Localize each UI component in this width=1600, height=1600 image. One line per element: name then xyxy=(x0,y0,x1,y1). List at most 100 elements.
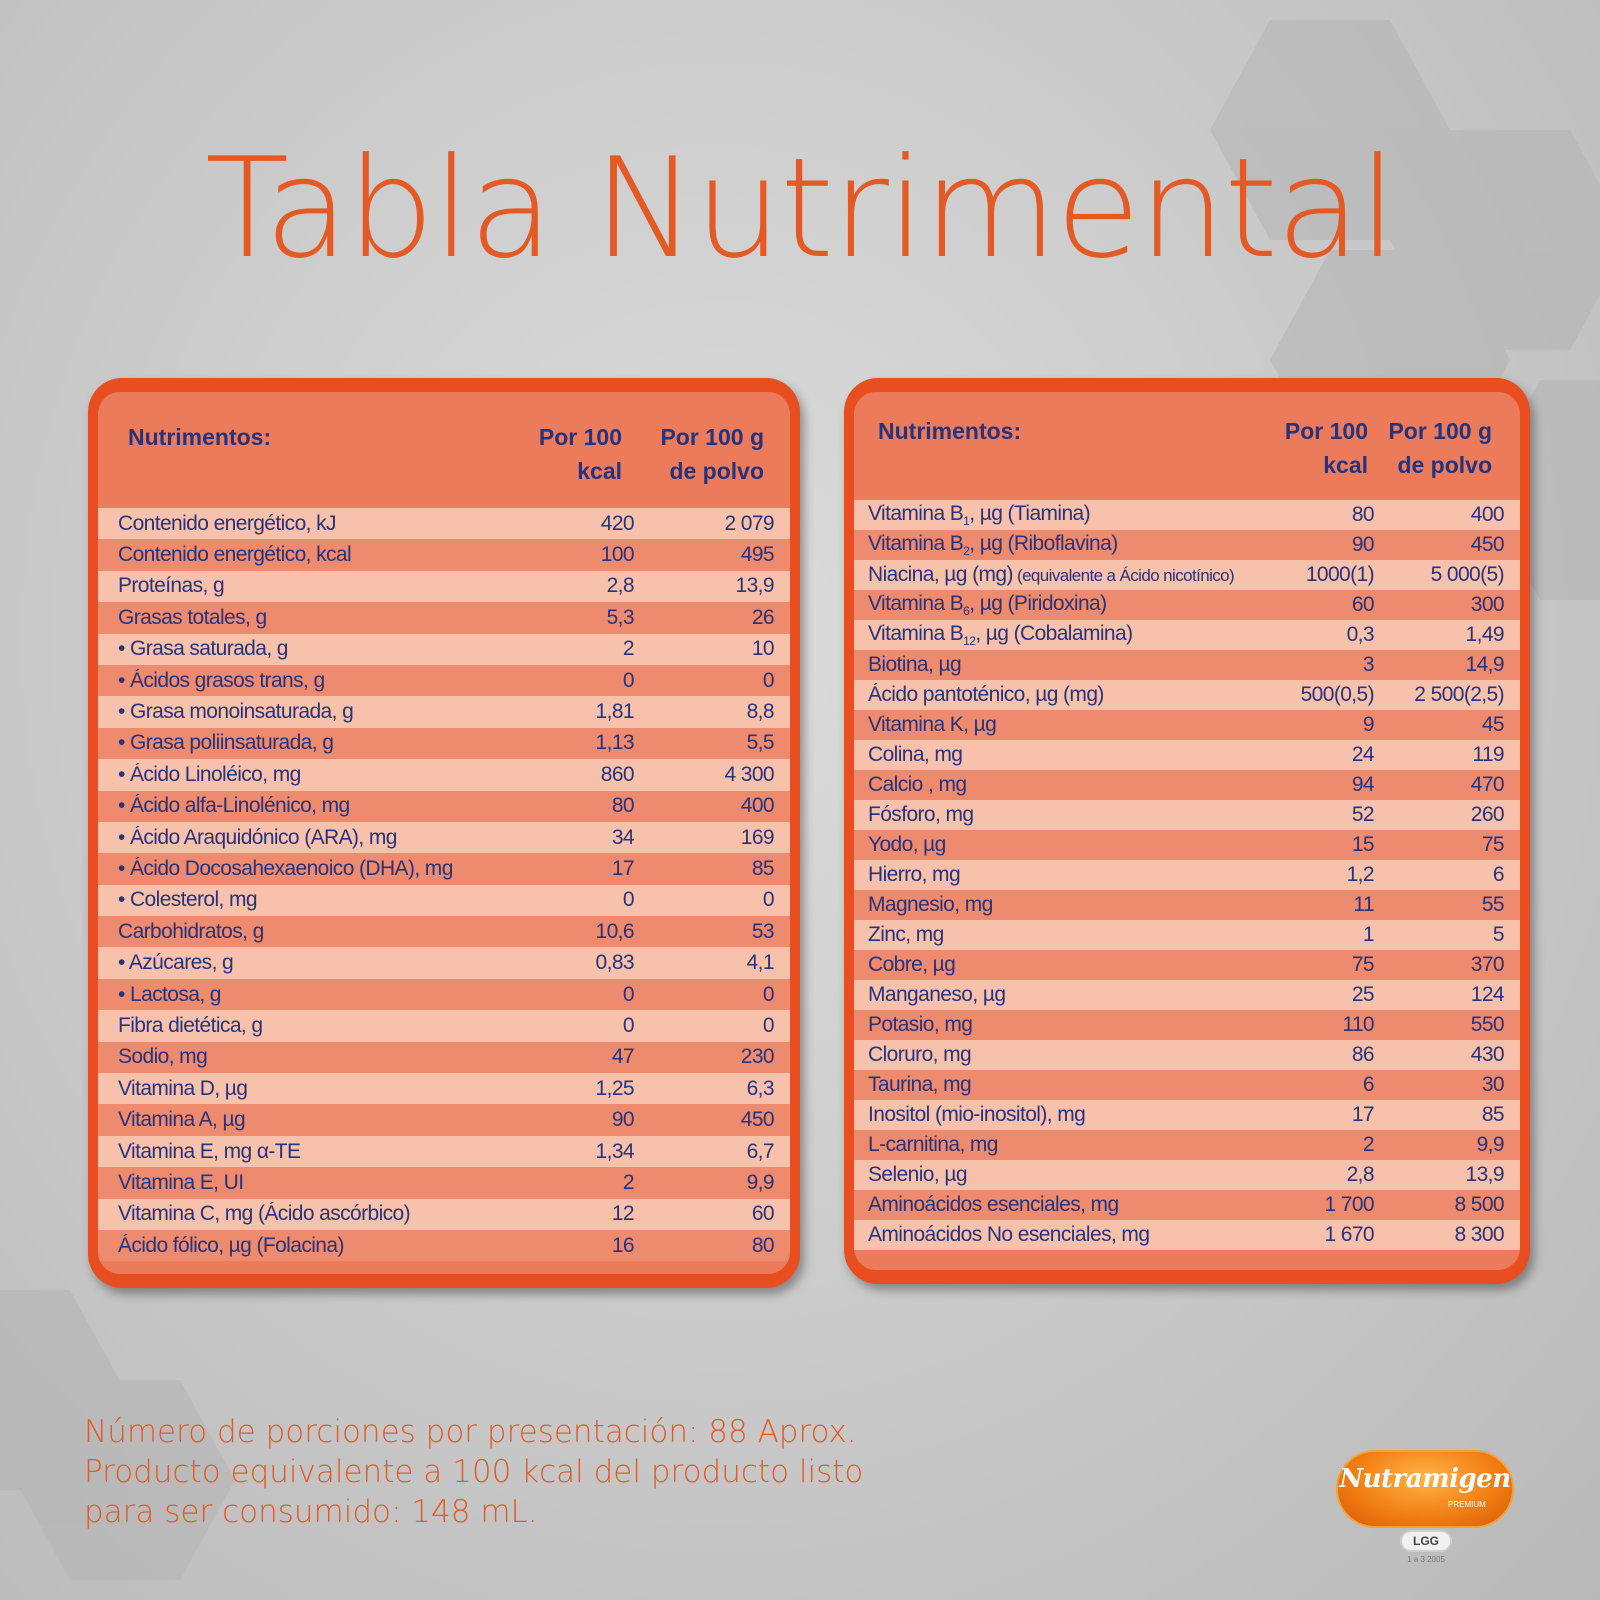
row-label-suffix: , µg (Tiamina) xyxy=(969,501,1091,525)
value-per-100kcal: 0 xyxy=(622,668,635,692)
value-per-100g: 13,9 xyxy=(735,574,775,598)
table-row: Inositol (mio-inositol), mg 17 85 xyxy=(854,1100,1520,1130)
header-per-100g-2: de polvo xyxy=(669,458,764,484)
value-per-100kcal: 24 xyxy=(1351,743,1375,766)
value-per-100kcal: 0 xyxy=(622,1013,635,1037)
table-row: Aminoácidos No esenciales, mg 1 670 8 300 xyxy=(854,1220,1520,1250)
row-label: Selenio, µg xyxy=(868,1163,1264,1187)
value-per-100g: 9,9 xyxy=(746,1170,775,1194)
nutrition-table-right: Nutrimentos: Por 100 kcal Por 100 g de p… xyxy=(844,378,1530,1284)
page-title: Tabla Nutrimental xyxy=(204,128,1397,289)
row-label: Contenido energético, kJ xyxy=(118,512,544,536)
row-label: Grasas totales, g xyxy=(118,606,544,630)
value-per-100g: 6,7 xyxy=(746,1139,775,1163)
value-per-100g: 400 xyxy=(1470,503,1505,526)
row-label-subscript: 6 xyxy=(963,604,970,619)
row-label: Carbohidratos, g xyxy=(118,920,544,944)
value-per-100g: 450 xyxy=(1470,533,1505,556)
value-per-100g: 14,9 xyxy=(1465,653,1505,676)
table-row: • Ácido Docosahexaenoico (DHA), mg 17 85 xyxy=(98,853,790,885)
logo-brand-text: Nutramigen xyxy=(1339,1464,1511,1494)
table-row: Hierro, mg 1,2 6 xyxy=(854,860,1520,890)
logo-small-print: 1 a 3 2005 xyxy=(1407,1555,1445,1564)
value-per-100g: 550 xyxy=(1470,1013,1505,1036)
header-nutrient: Nutrimentos: xyxy=(878,418,1022,444)
value-per-100kcal: 25 xyxy=(1351,983,1375,1006)
value-per-100g: 8 500 xyxy=(1454,1193,1504,1216)
value-per-100kcal: 860 xyxy=(600,762,635,786)
value-per-100kcal: 47 xyxy=(611,1045,635,1069)
value-per-100g: 10 xyxy=(751,637,775,661)
value-per-100kcal: 75 xyxy=(1351,953,1375,976)
value-per-100g: 300 xyxy=(1470,593,1505,616)
value-per-100g: 260 xyxy=(1470,803,1505,826)
value-per-100g: 13,9 xyxy=(1465,1163,1505,1186)
table-row: • Ácido Araquidónico (ARA), mg 34 169 xyxy=(98,821,790,854)
row-label-text: • Colesterol, mg xyxy=(118,888,258,912)
value-per-100kcal: 1,2 xyxy=(1346,863,1375,886)
value-per-100kcal: 9 xyxy=(1362,713,1375,736)
row-label-text: Vitamina B xyxy=(868,531,964,555)
row-label: Vitamina B2, µg (Riboflavina) xyxy=(868,532,1264,558)
row-label-text: Vitamina C, mg (Ácido ascórbico) xyxy=(118,1202,411,1226)
value-per-100g: 4,1 xyxy=(746,951,775,975)
value-per-100g: 26 xyxy=(751,605,775,629)
table-row: Fósforo, mg 52 260 xyxy=(854,800,1520,830)
value-per-100kcal: 17 xyxy=(611,856,635,880)
row-label: • Grasa poliinsaturada, g xyxy=(118,731,544,755)
row-label: Cobre, µg xyxy=(868,953,1264,977)
row-label-text: Cloruro, mg xyxy=(868,1043,972,1066)
value-per-100kcal: 5,3 xyxy=(606,605,635,629)
table-header: Nutrimentos: Por 100 kcal Por 100 g de p… xyxy=(98,392,790,508)
row-label: • Ácido Docosahexaenoico (DHA), mg xyxy=(118,857,544,881)
value-per-100g: 495 xyxy=(740,543,775,567)
table-row: Vitamina B1, µg (Tiamina) 80 400 xyxy=(854,500,1520,530)
row-label-text: Fósforo, mg xyxy=(868,803,974,826)
row-label: • Azúcares, g xyxy=(118,951,544,975)
value-per-100g: 450 xyxy=(740,1108,775,1132)
value-per-100kcal: 90 xyxy=(1351,533,1375,556)
row-label-text: Manganeso, µg xyxy=(868,983,1006,1006)
row-label: • Ácido Linoléico, mg xyxy=(118,763,544,787)
value-per-100kcal: 86 xyxy=(1351,1043,1375,1066)
value-per-100g: 30 xyxy=(1481,1073,1505,1096)
row-label: Vitamina K, µg xyxy=(868,713,1264,737)
row-label: L-carnitina, mg xyxy=(868,1133,1264,1157)
row-label-text: • Ácidos grasos trans, g xyxy=(118,668,325,692)
row-label-text: Vitamina B xyxy=(868,621,964,645)
row-label-text: Contenido energético, kcal xyxy=(118,543,352,567)
value-per-100kcal: 15 xyxy=(1351,833,1375,856)
header-per-100g-2: de polvo xyxy=(1397,452,1492,478)
row-label: Ácido fólico, µg (Folacina) xyxy=(118,1234,544,1258)
value-per-100g: 80 xyxy=(751,1233,775,1257)
value-per-100g: 8,8 xyxy=(746,700,775,724)
row-label-text: Vitamina E, mg α-TE xyxy=(118,1139,301,1163)
value-per-100kcal: 90 xyxy=(611,1108,635,1132)
row-label: Vitamina A, µg xyxy=(118,1108,544,1132)
value-per-100kcal: 110 xyxy=(1342,1013,1374,1036)
row-label-text: Ácido pantoténico, µg (mg) xyxy=(868,683,1104,706)
value-per-100kcal: 1,81 xyxy=(595,700,635,724)
value-per-100g: 6,3 xyxy=(746,1076,775,1100)
table-row: • Azúcares, g 0,83 4,1 xyxy=(98,947,790,979)
value-per-100kcal: 2 xyxy=(622,637,635,661)
row-label: Biotina, µg xyxy=(868,653,1264,677)
value-per-100g: 45 xyxy=(1481,713,1505,736)
row-label: Vitamina B12, µg (Cobalamina) xyxy=(868,622,1264,648)
header-per-100g-1: Por 100 g xyxy=(1388,418,1492,444)
value-per-100kcal: 2,8 xyxy=(606,574,635,598)
row-label-text: Niacina, µg (mg) xyxy=(868,563,1013,586)
value-per-100g: 470 xyxy=(1470,773,1505,796)
row-label-note: (equivalente a Ácido nicotínico) xyxy=(1012,566,1235,585)
value-per-100kcal: 6 xyxy=(1362,1073,1375,1096)
value-per-100g: 55 xyxy=(1481,893,1505,916)
table-row: • Colesterol, mg 0 0 xyxy=(98,884,790,917)
table-row: Vitamina A, µg 90 450 xyxy=(98,1104,790,1136)
value-per-100kcal: 0 xyxy=(622,888,635,912)
value-per-100g: 2 079 xyxy=(724,511,774,535)
table-row: • Grasa poliinsaturada, g 1,13 5,5 xyxy=(98,727,790,760)
brand-logo: Nutramigen PREMIUM LGG 1 a 3 2005 xyxy=(1336,1440,1516,1570)
footer-line-2: Producto equivalente a 100 kcal del prod… xyxy=(84,1454,864,1490)
row-label: Ácido pantoténico, µg (mg) xyxy=(868,683,1264,707)
value-per-100g: 1,49 xyxy=(1465,623,1505,646)
